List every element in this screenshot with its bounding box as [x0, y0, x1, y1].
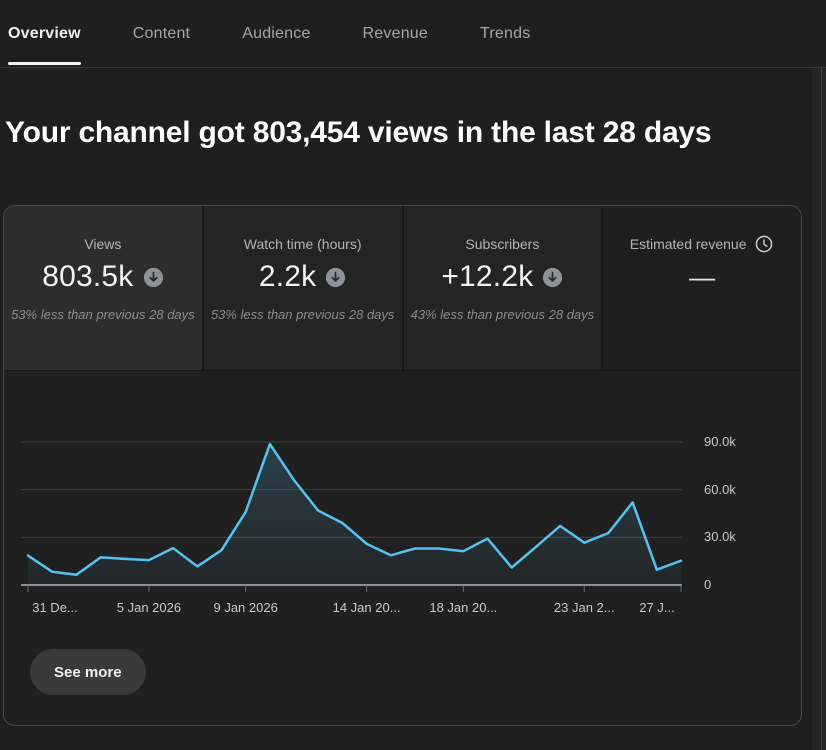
y-axis-label: 0 [704, 577, 712, 592]
subscribers-change: 43% less than previous 28 days [410, 307, 595, 322]
subscribers-value: +12.2k [441, 260, 534, 293]
metric-card-views[interactable]: Views 803.5k 53% less than previous 28 d… [4, 206, 204, 370]
arrow-down-circle-icon [326, 267, 346, 287]
views-line-chart[interactable] [4, 371, 801, 726]
x-axis-label: 27 J... [639, 600, 675, 615]
page-title: Your channel got 803,454 views in the la… [5, 116, 712, 149]
views-chart-section: 90.0k 60.0k 30.0k 0 31 De... 5 Jan 2026 9 Jan … [4, 371, 801, 726]
x-axis-label: 31 De... [32, 600, 78, 615]
analytics-tabbar: Overview Content Audience Revenue Trends [0, 0, 826, 68]
views-value: 803.5k [42, 260, 134, 293]
revenue-value: — [689, 261, 716, 292]
watch-time-label: Watch time (hours) [243, 235, 362, 252]
tab-audience-label: Audience [242, 24, 311, 42]
y-axis-label: 90.0k [704, 434, 736, 449]
watch-time-change: 53% less than previous 28 days [210, 307, 395, 322]
arrow-down-circle-icon [143, 267, 163, 287]
x-axis-label: 14 Jan 20... [332, 600, 401, 615]
tab-overview-label: Overview [8, 24, 81, 42]
metric-card-revenue[interactable]: Estimated revenue — [603, 206, 801, 370]
tab-trends-label: Trends [480, 24, 531, 42]
metric-card-watch-time[interactable]: Watch time (hours) 2.2k 53% less than pr… [203, 206, 404, 370]
tab-revenue[interactable]: Revenue [363, 0, 428, 67]
x-axis-label: 23 Jan 2... [553, 600, 615, 615]
tab-trends[interactable]: Trends [480, 0, 530, 67]
tab-content[interactable]: Content [133, 0, 190, 67]
watch-time-value: 2.2k [258, 260, 317, 293]
arrow-down-circle-icon [543, 267, 563, 287]
scrollbar-track[interactable] [812, 68, 826, 750]
chart-area-fill [28, 444, 681, 585]
tab-revenue-label: Revenue [362, 24, 428, 42]
clock-icon [756, 235, 773, 252]
metric-card-subscribers[interactable]: Subscribers +12.2k 43% less than previou… [403, 206, 604, 370]
metric-cards-row: Views 803.5k 53% less than previous 28 d… [4, 206, 801, 371]
y-axis-label: 60.0k [704, 481, 736, 497]
analytics-summary-card: Views 803.5k 53% less than previous 28 d… [3, 205, 802, 726]
revenue-label: Estimated revenue [629, 235, 747, 252]
x-axis-label: 5 Jan 2026 [116, 600, 182, 615]
tab-overview[interactable]: Overview [8, 0, 81, 67]
subscribers-label: Subscribers [465, 235, 540, 252]
active-tab-underline [8, 62, 81, 65]
see-more-button[interactable]: See more [30, 649, 146, 695]
tab-audience[interactable]: Audience [242, 0, 310, 67]
y-axis-label: 30.0k [704, 529, 736, 545]
views-change: 53% less than previous 28 days [11, 307, 195, 322]
tab-content-label: Content [132, 24, 191, 42]
views-label: Views [84, 235, 122, 252]
x-axis-label: 9 Jan 2026 [213, 600, 278, 615]
chart-line [26, 442, 683, 577]
panel-edge-divider [821, 68, 822, 750]
x-axis-label: 18 Jan 20... [429, 600, 498, 615]
